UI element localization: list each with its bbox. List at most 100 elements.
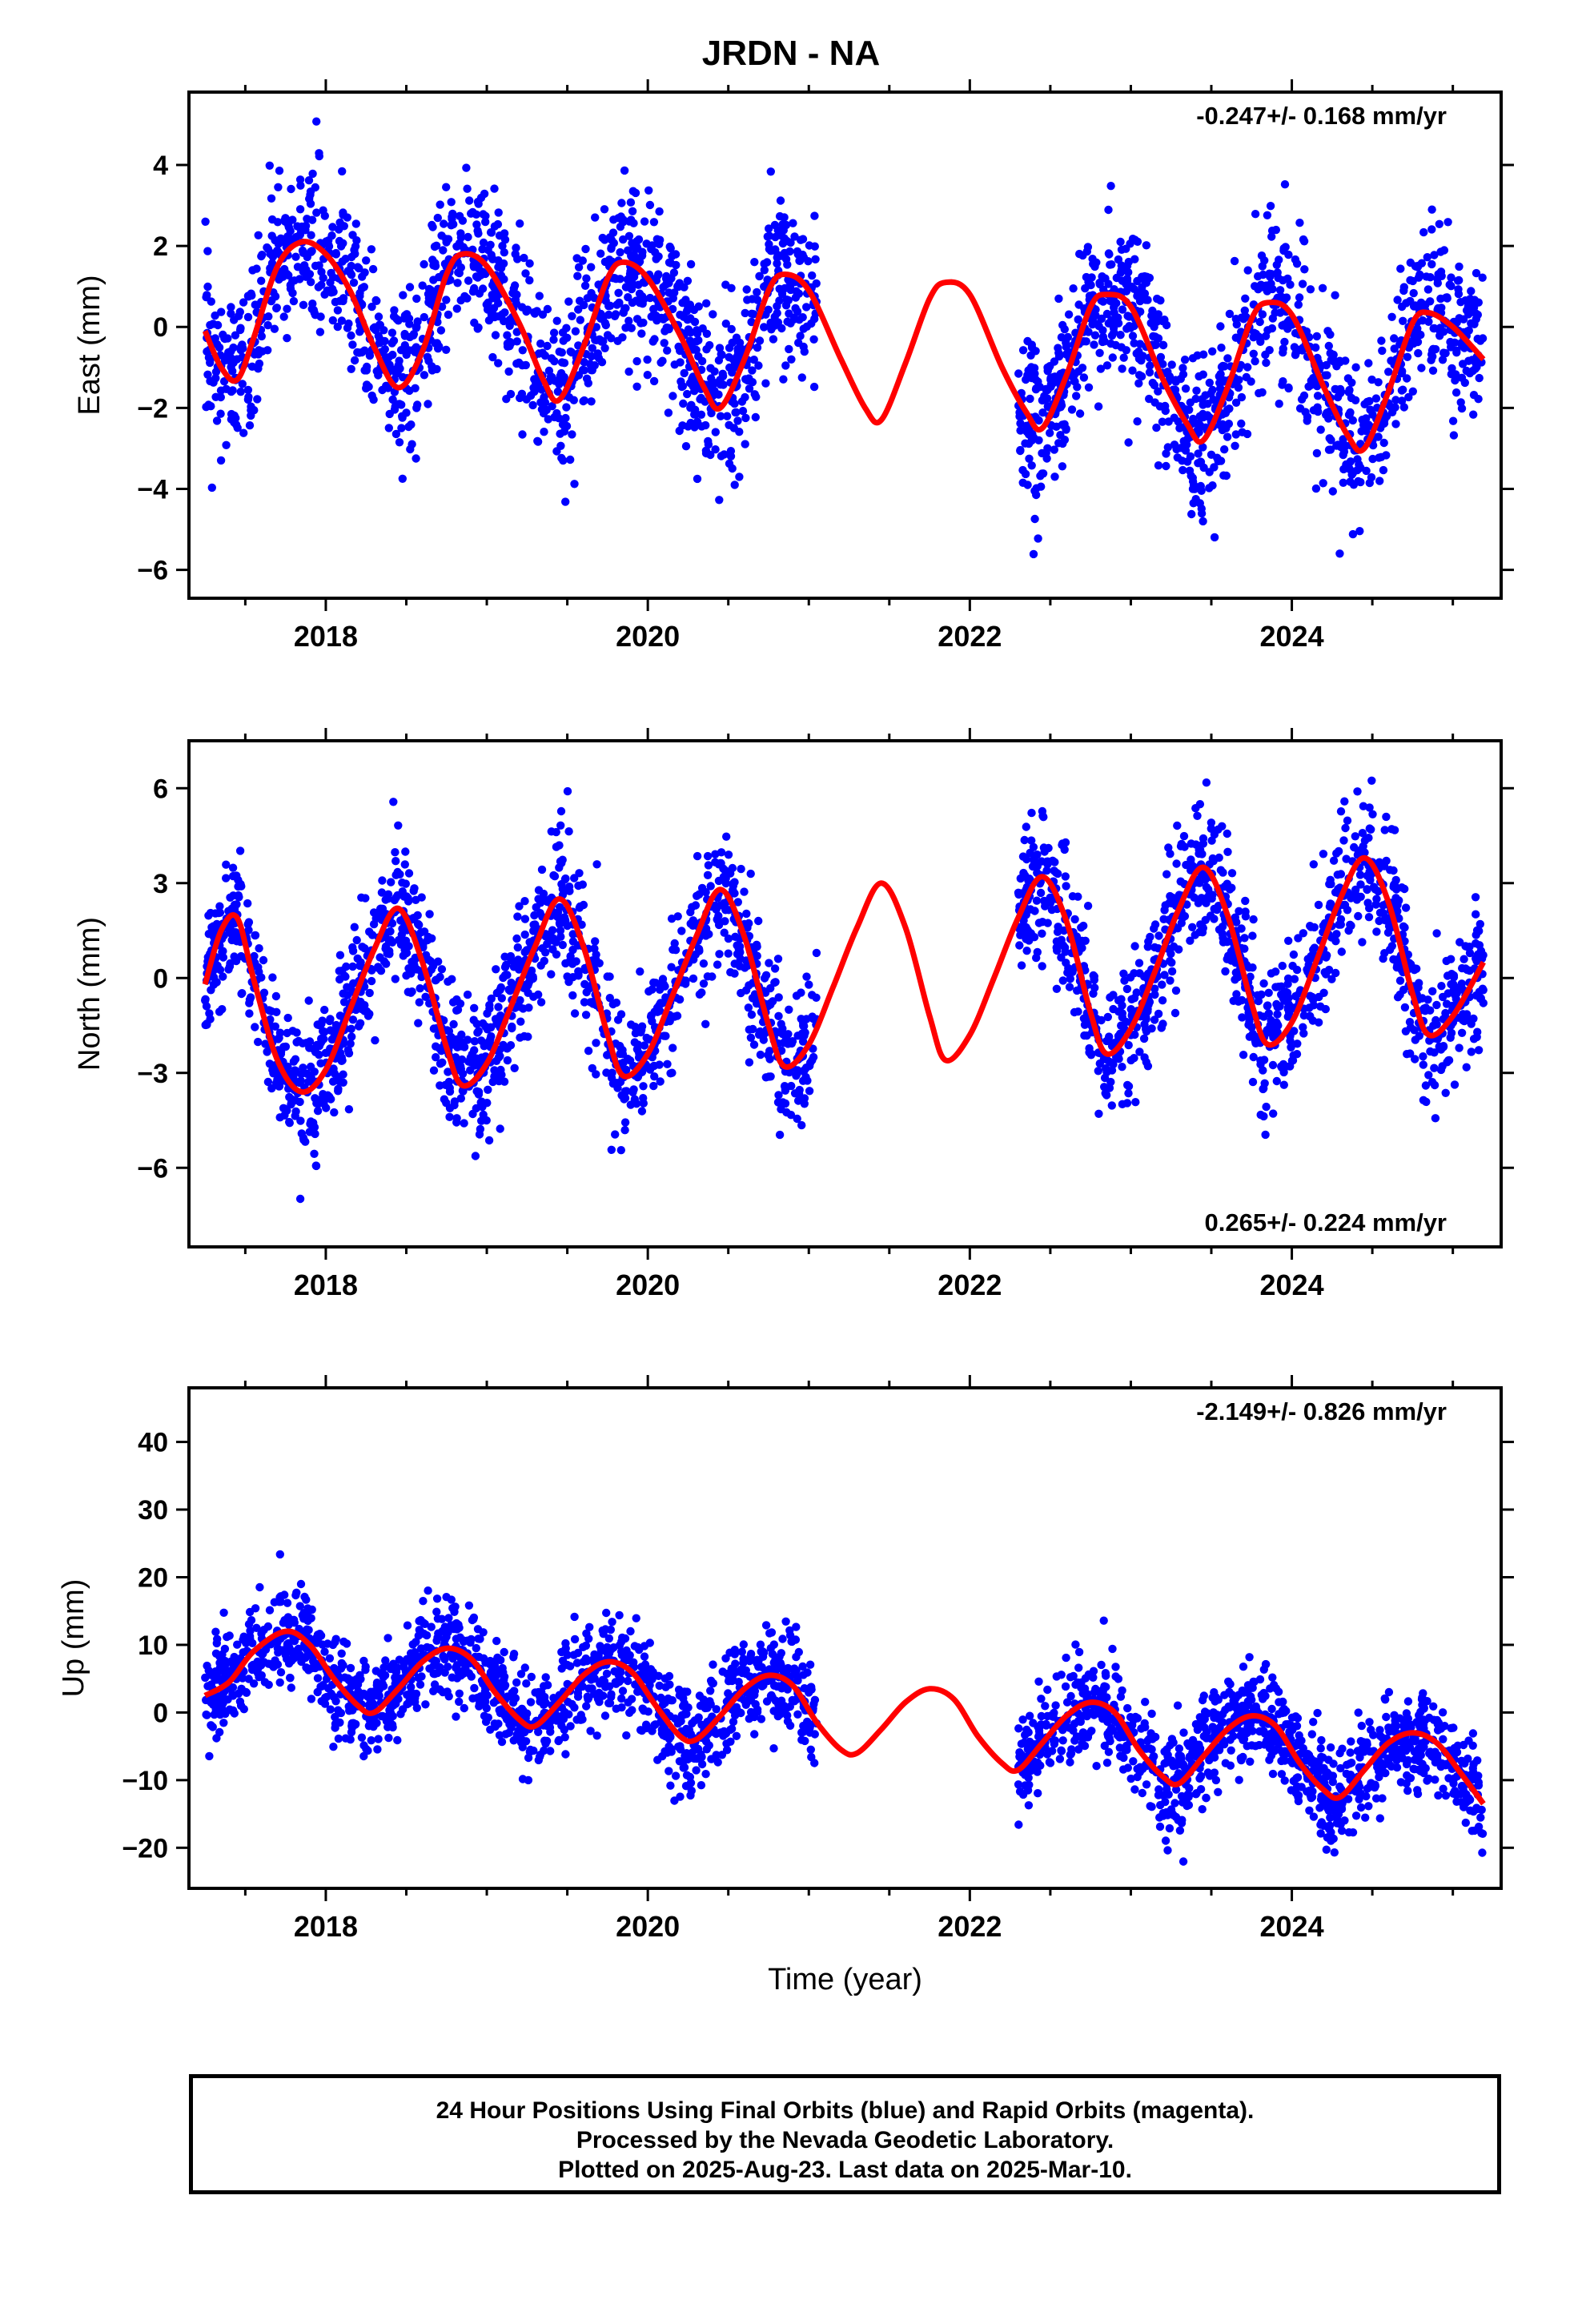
data-point <box>1342 460 1351 469</box>
data-point <box>270 324 279 333</box>
data-point <box>1419 1096 1428 1105</box>
data-point <box>1146 361 1154 370</box>
data-point <box>1259 979 1268 988</box>
data-point <box>212 416 222 425</box>
data-point <box>244 292 253 301</box>
data-point <box>325 1016 334 1026</box>
data-point <box>745 1058 754 1067</box>
data-point <box>491 331 500 340</box>
data-point <box>1074 300 1083 309</box>
data-point <box>1058 941 1068 950</box>
data-point <box>1452 995 1461 1003</box>
data-point <box>471 1152 480 1160</box>
data-point <box>369 919 379 929</box>
data-point <box>565 957 574 966</box>
data-point <box>292 1028 301 1037</box>
data-point <box>231 420 241 429</box>
data-point <box>478 284 488 293</box>
data-point <box>592 860 601 869</box>
data-point <box>1386 402 1395 411</box>
data-point <box>1225 309 1235 319</box>
data-point <box>297 1069 306 1079</box>
data-point <box>756 1050 765 1059</box>
data-point <box>764 305 773 314</box>
data-point <box>671 946 681 955</box>
data-point <box>377 888 387 897</box>
data-point <box>394 821 403 830</box>
data-point <box>1248 1077 1258 1087</box>
data-point <box>653 271 663 279</box>
data-point <box>761 988 770 997</box>
data-point <box>787 1081 796 1091</box>
data-point <box>1279 275 1287 285</box>
data-point <box>438 1058 447 1068</box>
data-point <box>1016 874 1026 883</box>
data-point <box>1090 340 1098 349</box>
data-point <box>355 292 364 300</box>
data-point <box>730 969 739 978</box>
data-point <box>333 322 342 332</box>
data-point <box>1154 931 1163 940</box>
data-point <box>785 1068 794 1077</box>
data-point <box>799 324 808 333</box>
data-point <box>474 1059 483 1068</box>
data-point <box>587 362 596 372</box>
data-point <box>800 1094 809 1103</box>
data-point <box>1227 869 1237 878</box>
data-point <box>293 263 303 271</box>
data-point <box>656 999 665 1007</box>
data-point <box>552 827 560 837</box>
data-point <box>1032 490 1041 500</box>
data-point <box>1262 1102 1271 1112</box>
data-point <box>1446 1033 1455 1043</box>
data-point <box>1239 1051 1248 1059</box>
data-point <box>690 410 699 419</box>
data-point <box>288 215 297 224</box>
data-point <box>1123 312 1132 320</box>
data-point <box>479 210 488 219</box>
data-point <box>1295 219 1304 227</box>
data-point <box>206 1015 215 1023</box>
data-point <box>1026 363 1036 372</box>
data-point <box>607 235 616 244</box>
data-point <box>741 413 750 423</box>
data-point <box>735 947 744 955</box>
data-point <box>1427 225 1436 234</box>
data-point <box>1461 1015 1470 1023</box>
data-point <box>1339 435 1347 444</box>
data-point <box>1133 417 1142 426</box>
data-point <box>307 231 315 239</box>
data-point <box>1251 1032 1260 1042</box>
data-point <box>391 429 401 439</box>
data-point <box>1354 911 1363 921</box>
data-point <box>303 252 311 262</box>
data-point <box>1060 845 1069 854</box>
data-point <box>1472 910 1480 919</box>
data-point <box>424 294 434 303</box>
data-point <box>484 1085 492 1095</box>
data-point <box>1333 392 1343 402</box>
data-point <box>652 316 661 325</box>
data-point <box>596 249 605 258</box>
data-point <box>1161 401 1170 411</box>
data-point <box>207 297 215 306</box>
data-point <box>1336 807 1346 816</box>
data-point <box>356 958 365 967</box>
data-point <box>1390 334 1399 343</box>
data-point <box>1089 312 1098 321</box>
data-point <box>346 1039 355 1048</box>
data-point <box>266 249 275 259</box>
data-point <box>1421 1081 1431 1090</box>
data-point <box>1027 808 1036 818</box>
data-point <box>1359 420 1368 429</box>
data-point <box>1299 1023 1307 1031</box>
data-point <box>1058 976 1068 985</box>
y-tick-label: −6 <box>137 556 168 586</box>
data-point <box>1231 913 1240 922</box>
data-point <box>524 981 532 990</box>
data-point <box>1264 988 1273 998</box>
data-point <box>295 175 305 184</box>
data-point <box>553 387 563 396</box>
data-point <box>1351 396 1360 404</box>
data-point <box>753 343 762 352</box>
